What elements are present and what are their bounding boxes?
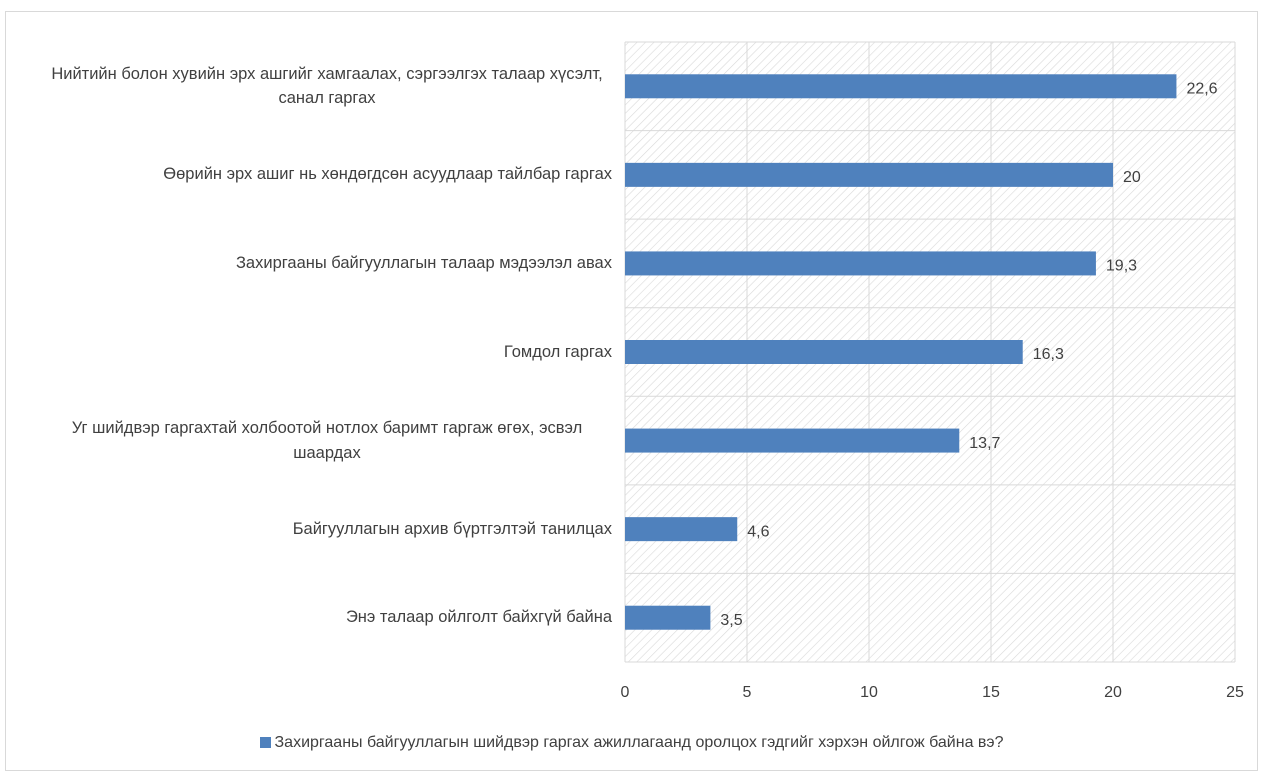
y-tick-label: Байгууллагын архив бүртгэлтэй танилцах [292, 519, 612, 538]
x-tick-label: 10 [860, 684, 878, 701]
y-tick-label: Өөрийн эрх ашиг нь хөндөгдсөн асуудлаар … [163, 165, 612, 184]
y-tick-label: Уг шийдвэр гаргахтай холбоотой нотлох ба… [71, 418, 583, 462]
category-label-box: Энэ талаар ойлголт байхгүй байна [12, 578, 612, 658]
bar [625, 340, 1023, 364]
category-label-box: Байгууллагын архив бүртгэлтэй танилцах [12, 489, 612, 569]
bar [625, 517, 738, 542]
x-tick-label: 20 [1104, 684, 1122, 701]
data-label: 13,7 [969, 435, 1000, 452]
y-tick-label: Нийтийн болон хувийн эрх ашгийг хамгаала… [51, 64, 603, 108]
bar [625, 74, 1177, 99]
y-tick-label: Захиргааны байгууллагын талаар мэдээлэл … [235, 254, 612, 273]
y-tick-label: Гомдол гаргах [503, 342, 612, 361]
bar [625, 251, 1096, 276]
data-label: 3,5 [720, 612, 742, 629]
data-label: 19,3 [1106, 258, 1137, 275]
x-tick-label: 0 [621, 684, 630, 701]
x-tick-label: 5 [743, 684, 752, 701]
category-label-box: Захиргааны байгууллагын талаар мэдээлэл … [12, 223, 612, 303]
data-label: 22,6 [1186, 81, 1217, 98]
x-tick-label: 15 [982, 684, 1000, 701]
category-label-box: Гомдол гаргах [12, 312, 612, 392]
y-tick-label: Энэ талаар ойлголт байхгүй байна [345, 608, 612, 627]
category-label-box: Нийтийн болон хувийн эрх ашгийг хамгаала… [12, 46, 612, 126]
category-label-box: Өөрийн эрх ашиг нь хөндөгдсөн асуудлаар … [12, 135, 612, 215]
bar [625, 605, 711, 630]
bar [625, 162, 1113, 187]
legend-label: Захиргааны байгууллагын шийдвэр гаргах а… [274, 734, 1004, 751]
category-label-box: Уг шийдвэр гаргахтай холбоотой нотлох ба… [12, 401, 612, 481]
bar [625, 428, 960, 453]
data-label: 16,3 [1033, 346, 1064, 363]
data-label: 4,6 [747, 523, 769, 540]
data-label: 20 [1123, 169, 1141, 186]
legend: Захиргааны байгууллагын шийдвэр гаргах а… [0, 734, 1263, 752]
x-tick-label: 25 [1226, 684, 1244, 701]
legend-swatch [259, 737, 271, 748]
